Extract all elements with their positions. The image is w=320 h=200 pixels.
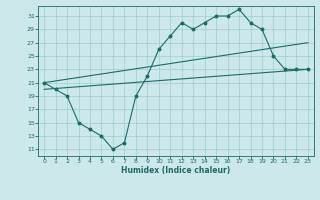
X-axis label: Humidex (Indice chaleur): Humidex (Indice chaleur): [121, 166, 231, 175]
